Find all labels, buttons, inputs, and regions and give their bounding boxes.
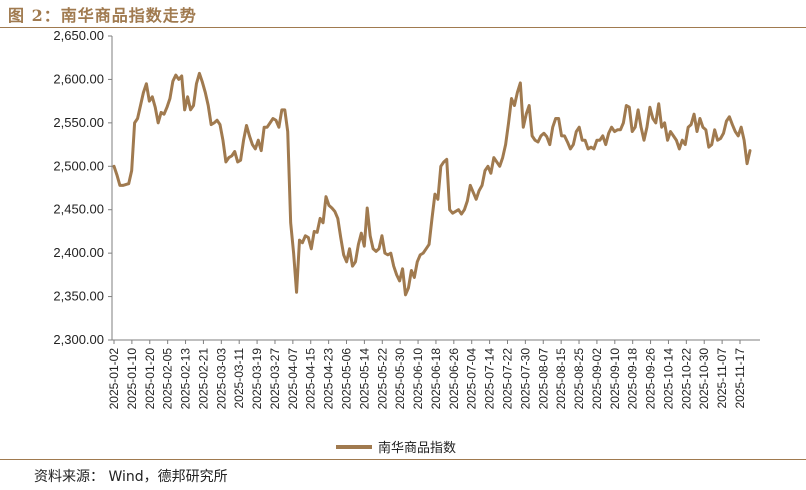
- x-tick-label: 2025-07-30: [518, 348, 532, 410]
- x-tick-label: 2025-09-02: [590, 348, 604, 410]
- x-tick-label: 2025-09-26: [644, 348, 658, 410]
- line-chart: 2,300.00 2,350.00 2,400.00 2,450.00 2,500.00…: [53, 28, 760, 456]
- x-tick-label: 2025-03-11: [232, 348, 246, 409]
- x-tick-label: 2025-06-18: [429, 348, 443, 410]
- y-tick-label: 2,650.00: [53, 28, 104, 43]
- x-tick-label: 2025-05-30: [393, 348, 407, 410]
- x-tick-label: 2025-05-06: [340, 348, 354, 410]
- x-tick-label: 2025-06-10: [411, 348, 425, 410]
- x-tick-label: 2025-11-07: [715, 348, 729, 409]
- y-tick-label: 2,450.00: [53, 202, 104, 217]
- x-tick-label: 2025-04-23: [322, 348, 336, 410]
- x-tick-label: 2025-03-27: [268, 348, 282, 410]
- y-tick-label: 2,500.00: [53, 158, 104, 173]
- x-tick-label: 2025-01-20: [143, 348, 157, 410]
- x-axis: 2025-01-02 2025-01-10 2025-01-20 2025-02-05…: [107, 339, 760, 410]
- series-line-nanhua-index: [112, 71, 752, 297]
- y-tick-label: 2,550.00: [53, 115, 104, 130]
- legend-label: 南华商品指数: [378, 440, 456, 456]
- source-note: 资料来源： Wind，德邦研究所: [34, 469, 228, 485]
- y-tick-label: 2,300.00: [53, 332, 104, 347]
- y-tick-label: 2,350.00: [53, 289, 104, 304]
- series-layer: [112, 71, 752, 297]
- x-tick-label: 2025-08-15: [554, 348, 568, 410]
- x-tick-label: 2025-10-30: [697, 348, 711, 410]
- x-tick-label: 2025-08-07: [536, 348, 550, 410]
- x-tick-label: 2025-01-02: [107, 348, 121, 410]
- x-tick-label: 2025-07-04: [465, 348, 479, 410]
- x-tick-label: 2025-02-05: [161, 348, 175, 410]
- x-tick-label: 2025-04-07: [286, 348, 300, 410]
- x-tick-label: 2025-03-19: [250, 348, 264, 410]
- x-tick-label: 2025-09-18: [626, 348, 640, 410]
- x-tick-label: 2025-05-22: [375, 348, 389, 410]
- x-tick-label: 2025-06-26: [447, 348, 461, 410]
- figure-header: 图 2：南华商品指数走势: [0, 0, 806, 28]
- footer-divider: [0, 459, 806, 460]
- legend: 南华商品指数: [336, 440, 456, 456]
- x-tick-label: 2025-07-14: [483, 348, 497, 410]
- x-tick-label: 2025-02-13: [179, 348, 193, 410]
- x-tick-label: 2025-11-17: [733, 348, 747, 409]
- x-tick-label: 2025-04-15: [304, 348, 318, 410]
- x-tick-label: 2025-01-10: [125, 348, 139, 410]
- x-tick-label: 2025-05-14: [357, 348, 371, 410]
- x-tick-label: 2025-07-22: [500, 348, 514, 410]
- y-axis: 2,300.00 2,350.00 2,400.00 2,450.00 2,500.00…: [53, 28, 113, 347]
- x-tick-label: 2025-02-21: [196, 348, 210, 410]
- x-tick-label: 2025-10-22: [679, 348, 693, 410]
- title-divider: [0, 27, 806, 28]
- x-tick-label: 2025-10-14: [661, 348, 675, 410]
- x-tick-label: 2025-03-03: [214, 348, 228, 410]
- y-tick-label: 2,600.00: [53, 71, 104, 86]
- x-tick-label: 2025-09-10: [608, 348, 622, 410]
- y-tick-label: 2,400.00: [53, 245, 104, 260]
- figure-title: 图 2：南华商品指数走势: [8, 6, 197, 25]
- x-tick-label: 2025-08-25: [572, 348, 586, 410]
